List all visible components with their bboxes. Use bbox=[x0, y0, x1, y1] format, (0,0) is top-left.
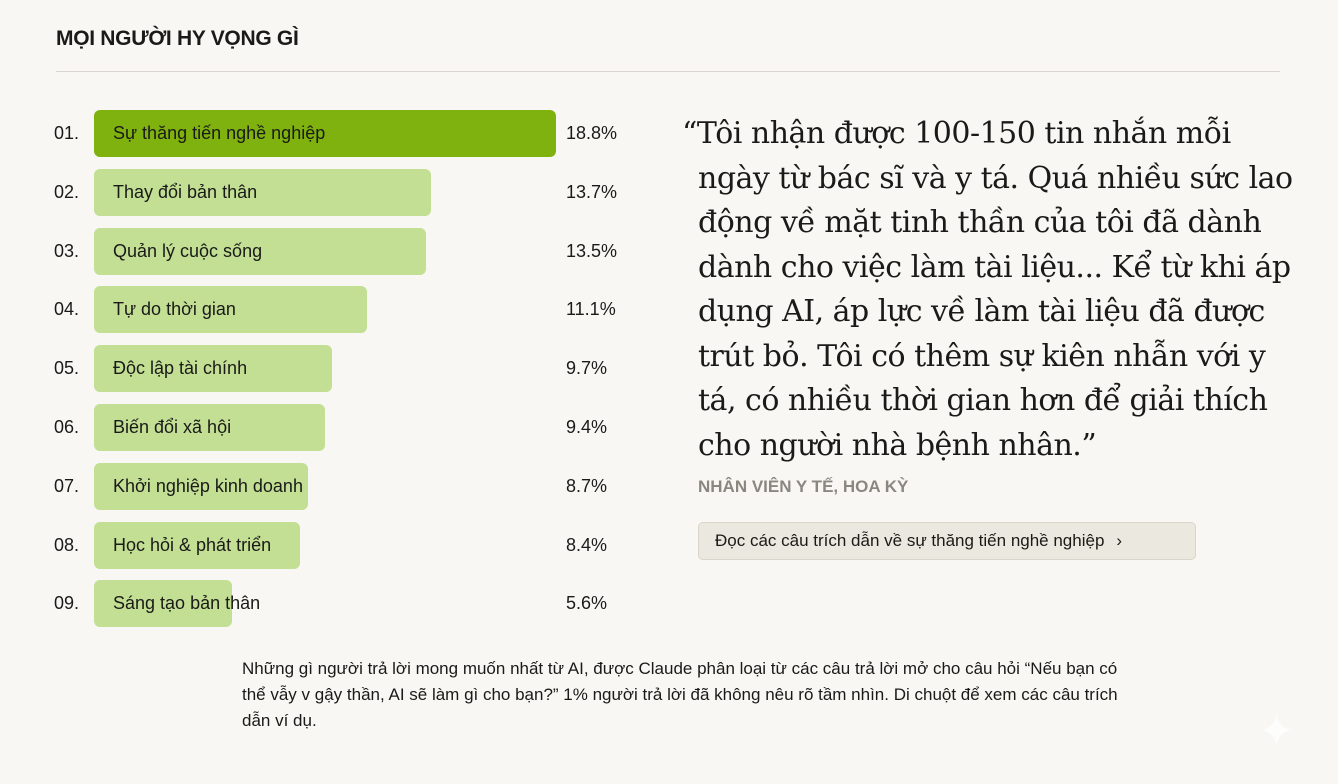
bar-label: Biến đổi xã hội bbox=[113, 417, 232, 437]
bar-rank: 01. bbox=[54, 123, 80, 143]
bar bbox=[94, 404, 325, 451]
bar-label: Học hỏi & phát triển bbox=[113, 534, 272, 555]
bar-row[interactable]: 02. Thay đổi bản thân 13.7% bbox=[0, 168, 640, 217]
bar-label: Khởi nghiệp kinh doanh bbox=[113, 475, 303, 496]
chevron-right-icon: › bbox=[1116, 531, 1123, 550]
bar-label: Thay đổi bản thân bbox=[113, 181, 258, 202]
bar bbox=[94, 168, 431, 216]
bar-value-label: 8.4% bbox=[566, 534, 608, 555]
bar-label: Sự thăng tiến nghề nghiệp bbox=[113, 123, 326, 143]
bar-label: Sáng tạo bản thân bbox=[113, 593, 261, 614]
bar-row[interactable]: 07. Khởi nghiệp kinh doanh 8.7% bbox=[0, 462, 640, 511]
bar bbox=[94, 286, 367, 334]
bar-label: Tự do thời gian bbox=[113, 299, 236, 320]
bar-value-label: 18.8% bbox=[566, 123, 618, 143]
bar bbox=[94, 345, 333, 393]
chart-caption: Những gì người trả lời mong muốn nhất từ… bbox=[242, 659, 1118, 730]
bar-value-label: 9.4% bbox=[566, 417, 608, 437]
bar bbox=[94, 580, 232, 628]
quote-attribution: NHÂN VIÊN Y TẾ, HOA KỲ bbox=[698, 477, 909, 496]
bar-row[interactable]: 05. Độc lập tài chính 9.7% bbox=[0, 345, 640, 393]
bar-value-label: 13.5% bbox=[566, 240, 618, 261]
divider bbox=[56, 71, 1280, 72]
section-title: MỌI NGƯỜI HY VỌNG GÌ bbox=[56, 27, 299, 50]
read-quotes-label: Đọc các câu trích dẫn về sự thăng tiến n… bbox=[715, 531, 1105, 550]
quote-text: “Tôi nhận được 100-150 tin nhắn mỗi ngày… bbox=[682, 116, 1293, 463]
bar-rank: 07. bbox=[54, 475, 80, 496]
bar bbox=[94, 110, 556, 157]
bar-row[interactable]: 08. Học hỏi & phát triển 8.4% bbox=[0, 521, 640, 570]
bar-value-label: 5.6% bbox=[566, 593, 608, 614]
bar-rank: 05. bbox=[54, 358, 80, 379]
bar-rank: 04. bbox=[54, 299, 80, 320]
bar-value-label: 9.7% bbox=[566, 358, 608, 379]
bar-label: Quản lý cuộc sống bbox=[113, 240, 263, 261]
bar-rank: 03. bbox=[54, 240, 80, 261]
bar-value-label: 11.1% bbox=[566, 299, 616, 320]
bar-row[interactable]: 01. Sự thăng tiến nghề nghiệp 18.8% bbox=[0, 110, 640, 158]
bar-rank: 06. bbox=[54, 417, 80, 437]
bar-rank: 02. bbox=[54, 181, 80, 202]
bar-rank: 08. bbox=[54, 534, 80, 555]
bar-value-label: 8.7% bbox=[566, 475, 608, 496]
bar bbox=[94, 462, 308, 510]
bar bbox=[94, 227, 426, 275]
bar-row[interactable]: 04. Tự do thời gian 11.1% bbox=[0, 286, 640, 334]
bar bbox=[94, 521, 301, 569]
bar-row[interactable]: 06. Biến đổi xã hội 9.4% bbox=[0, 404, 640, 452]
read-quotes-button[interactable]: Đọc các câu trích dẫn về sự thăng tiến n… bbox=[698, 522, 1196, 560]
bar-row[interactable]: 09. Sáng tạo bản thân 5.6% bbox=[0, 580, 640, 628]
bar-rank: 09. bbox=[54, 593, 80, 614]
sparkle-icon: ✦ bbox=[1258, 707, 1295, 756]
bar-value-label: 13.7% bbox=[566, 181, 618, 202]
bar-label: Độc lập tài chính bbox=[113, 358, 248, 379]
bar-row[interactable]: 03. Quản lý cuộc sống 13.5% bbox=[0, 227, 640, 276]
